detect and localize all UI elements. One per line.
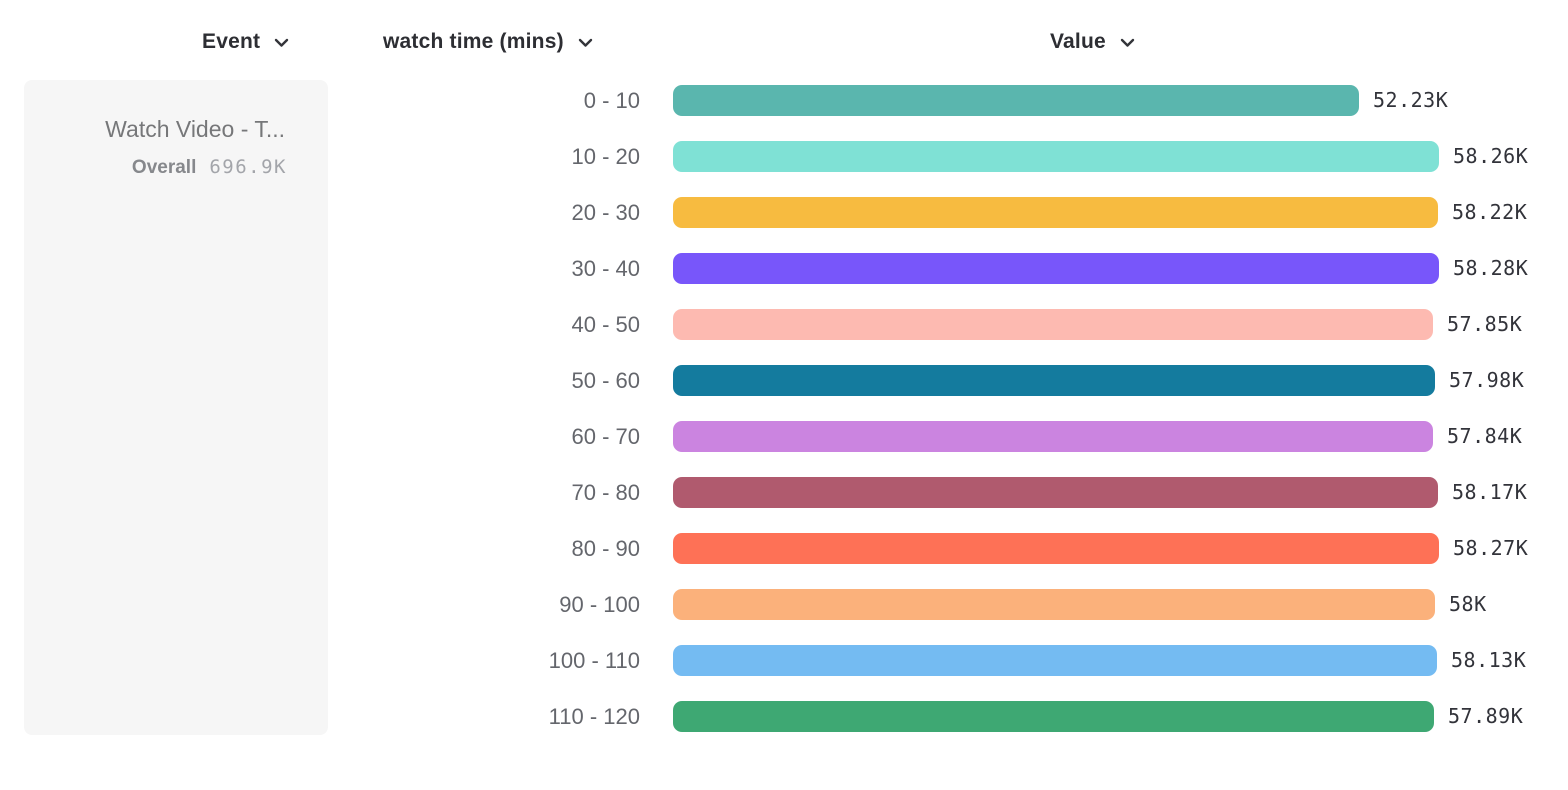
bucket-label: 50 - 60 [571,368,641,393]
bucket-label: 110 - 120 [548,704,640,729]
value-bar[interactable] [673,309,1433,340]
bar-value-label: 58.22K [1452,200,1528,224]
bucket-label: 100 - 110 [548,648,640,673]
bar-value-label: 58.28K [1453,256,1529,280]
chart-row: 0 - 10 52.23K [0,85,1568,116]
value-bar[interactable] [673,365,1435,396]
bar-value-label: 57.98K [1449,368,1525,392]
value-bar[interactable] [673,421,1433,452]
chart-row: 80 - 90 58.27K [0,533,1568,564]
chart-row: 20 - 30 58.22K [0,197,1568,228]
value-bar[interactable] [673,645,1437,676]
value-bar[interactable] [673,85,1359,116]
chart-row: 110 - 120 57.89K [0,701,1568,732]
bar-value-label: 57.85K [1447,312,1523,336]
breakdown-column-header[interactable]: watch time (mins) [383,29,593,55]
overall-value: 696.9K [209,156,287,178]
value-bar[interactable] [673,477,1438,508]
value-bar[interactable] [673,589,1435,620]
bucket-label: 10 - 20 [571,144,641,169]
value-bar[interactable] [673,197,1438,228]
value-bar[interactable] [673,253,1439,284]
bar-value-label: 57.84K [1447,424,1523,448]
chart-row: 70 - 80 58.17K [0,477,1568,508]
chart-row: 40 - 50 57.85K [0,309,1568,340]
bar-value-label: 52.23K [1373,88,1449,112]
chevron-down-icon [578,38,592,47]
bucket-label: 20 - 30 [571,200,641,225]
event-card[interactable]: Watch Video - T... Overall 696.9K [24,80,328,735]
chart-row: 10 - 20 58.26K [0,141,1568,172]
bar-value-label: 58.26K [1453,144,1529,168]
chart-row: 60 - 70 57.84K [0,421,1568,452]
value-bar[interactable] [673,533,1439,564]
value-bar[interactable] [673,141,1439,172]
bar-value-label: 58.27K [1453,536,1529,560]
bucket-label: 30 - 40 [571,256,641,281]
chevron-down-icon [1120,38,1135,47]
value-bar[interactable] [673,701,1434,732]
event-column-header[interactable]: Event [202,29,289,55]
breakdown-column-label: watch time (mins) [383,30,564,53]
bucket-label: 80 - 90 [571,536,641,561]
overall-label: Overall [131,157,197,178]
chevron-down-icon [274,38,289,47]
bar-value-label: 58.17K [1452,480,1528,504]
bucket-label: 40 - 50 [571,312,641,337]
event-column-label: Event [202,30,261,53]
chart-row: 90 - 100 58K [0,589,1568,620]
bar-value-label: 58.13K [1451,648,1527,672]
bar-value-label: 57.89K [1448,704,1524,728]
value-column-label: Value [1050,30,1106,53]
value-column-header[interactable]: Value [1050,29,1135,55]
chart-row: 50 - 60 57.98K [0,365,1568,396]
bucket-label: 0 - 10 [583,88,640,113]
chart-row: 30 - 40 58.28K [0,253,1568,284]
event-title: Watch Video - T... [105,116,285,142]
bar-value-label: 58K [1449,592,1487,616]
event-overall-row: Overall 696.9K [132,156,287,179]
bucket-label: 90 - 100 [559,592,640,617]
bucket-label: 60 - 70 [571,424,641,449]
bucket-label: 70 - 80 [571,480,641,505]
chart-row: 100 - 110 58.13K [0,645,1568,676]
